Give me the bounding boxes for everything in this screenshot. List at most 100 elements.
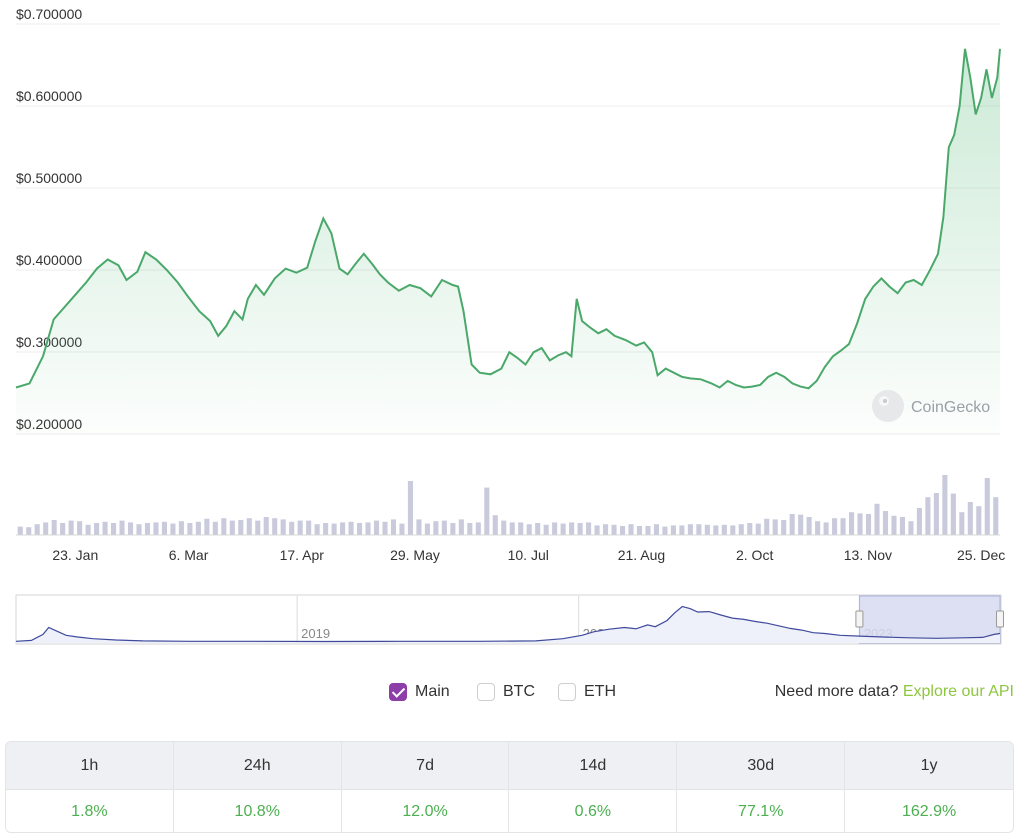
legend-btc-label: BTC (503, 683, 535, 700)
volume-bar (925, 497, 931, 535)
volume-bar (331, 523, 337, 535)
volume-bar (399, 523, 405, 535)
volume-bar (492, 515, 498, 535)
volume-bar (475, 522, 481, 535)
volume-bar (738, 524, 744, 535)
volume-bar (441, 520, 447, 535)
volume-bar (246, 518, 252, 535)
range-navigator[interactable]: 201920212023 (15, 594, 1004, 645)
perf-header-30d: 30d (677, 742, 846, 790)
y-tick-label: $0.700000 (16, 6, 82, 22)
x-tick-label: 25. Dec (957, 547, 1005, 563)
volume-bar (687, 524, 693, 535)
volume-bar (916, 508, 922, 535)
perf-header-14d: 14d (509, 742, 678, 790)
volume-bar (781, 520, 787, 535)
volume-bar (357, 523, 363, 535)
volume-bar (170, 523, 176, 535)
perf-value-24h: 10.8% (173, 790, 342, 832)
x-tick-label: 17. Apr (280, 547, 325, 563)
navigator-selection[interactable] (858, 595, 1001, 644)
volume-bar (535, 523, 541, 535)
volume-bar (993, 497, 999, 535)
volume-bar (908, 521, 914, 535)
volume-bar (662, 526, 668, 535)
volume-bar (458, 519, 464, 535)
checkbox-empty-icon[interactable] (477, 683, 495, 701)
volume-bar (77, 521, 83, 535)
volume-bar (373, 520, 380, 535)
volume-bar (552, 522, 558, 535)
volume-bar (178, 521, 184, 535)
volume-bar (789, 514, 795, 535)
volume-bar (153, 522, 159, 535)
volume-bar (798, 514, 804, 535)
navigator-area (16, 606, 1000, 643)
volume-bar (899, 517, 905, 535)
legend-eth-label: ETH (584, 683, 616, 700)
volume-bar (501, 520, 507, 535)
volume-bar (314, 524, 320, 535)
checkbox-checked-icon[interactable] (389, 683, 407, 701)
navigator-handle-right[interactable] (996, 610, 1004, 628)
perf-value-14d: 0.6% (509, 790, 678, 832)
volume-bar (424, 523, 430, 535)
volume-bar (569, 522, 575, 535)
volume-bar (68, 520, 74, 535)
perf-value-7d: 12.0% (341, 790, 510, 832)
volume-bar (229, 520, 235, 535)
performance-table: 1h 24h 7d 14d 30d 1y 1.8% 10.8% 12.0% 0.… (5, 741, 1014, 833)
volume-bar (653, 524, 659, 535)
volume-bar (263, 517, 269, 535)
volume-bar (967, 502, 973, 535)
volume-bar (212, 521, 218, 535)
volume-bar (950, 493, 956, 535)
y-tick-label: $0.600000 (16, 88, 82, 104)
volume-bar (611, 524, 617, 535)
navigator-year-label: 2019 (301, 626, 330, 641)
perf-header-1h: 1h (6, 742, 174, 790)
price-chart: $0.700000$0.600000$0.500000$0.400000$0.3… (15, 6, 1005, 645)
x-tick-label: 2. Oct (736, 547, 773, 563)
volume-bar (832, 518, 838, 535)
volume-bar (60, 523, 66, 535)
navigator-handle-left[interactable] (855, 610, 864, 628)
volume-bar (730, 525, 736, 535)
volume-bar (976, 506, 982, 535)
volume-bar (144, 523, 151, 535)
volume-bar (85, 524, 91, 535)
price-area (16, 48, 1000, 435)
volume-bar (891, 515, 897, 535)
volume-bar (323, 523, 329, 535)
volume-bar (136, 524, 142, 535)
legend-main-toggle[interactable]: Main (389, 683, 450, 701)
volume-bar (840, 518, 846, 535)
legend-btc-toggle[interactable]: BTC (477, 683, 535, 701)
volume-bar (111, 523, 117, 535)
volume-bar (560, 523, 566, 535)
volume-bar (721, 524, 727, 535)
x-tick-label: 29. May (390, 547, 440, 563)
legend-eth-toggle[interactable]: ETH (558, 683, 616, 701)
perf-header-1y: 1y (845, 742, 1013, 790)
volume-bar (51, 520, 57, 535)
x-tick-label: 21. Aug (618, 547, 666, 563)
volume-bar (645, 526, 651, 535)
checkbox-empty-icon[interactable] (558, 683, 576, 701)
volume-bar (679, 525, 685, 535)
volume-bar (543, 524, 549, 535)
volume-bar (365, 522, 371, 535)
volume-bar (696, 524, 702, 535)
perf-header-7d: 7d (341, 742, 510, 790)
volume-bar (221, 518, 227, 535)
volume-bar (594, 525, 600, 535)
volume-bar (280, 519, 286, 535)
volume-bar (755, 523, 761, 535)
volume-bar (26, 527, 32, 535)
volume-bar (238, 520, 244, 535)
volume-bar (704, 524, 710, 535)
explore-api-link[interactable]: Explore our API (902, 683, 1014, 700)
volume-bar (628, 524, 634, 535)
volume-bar (670, 525, 676, 535)
volume-bar (161, 521, 167, 535)
